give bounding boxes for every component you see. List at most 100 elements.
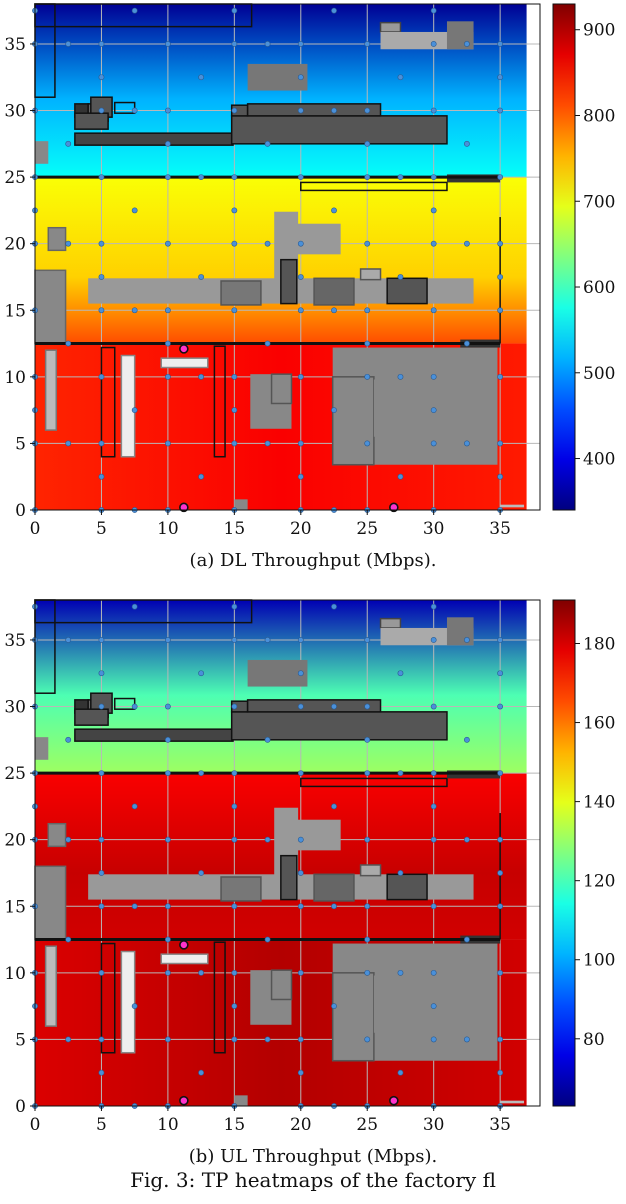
measurement-point: [497, 473, 504, 480]
measurement-point: [497, 1036, 504, 1043]
colorbar-tick-label: 160: [583, 714, 615, 734]
x-tick-label: 15: [224, 519, 246, 539]
measurement-point: [497, 1069, 504, 1076]
measurement-point: [297, 274, 304, 280]
measurement-point: [364, 969, 371, 976]
machine: [270, 373, 293, 405]
measurement-point: [497, 41, 504, 47]
colorbar: 80 100 120 140 160 180: [552, 599, 615, 1107]
measurement-point: [231, 969, 238, 976]
measurement-point: [430, 407, 437, 414]
measurement-point: [264, 637, 271, 643]
measurement-point: [297, 307, 304, 314]
colorbar-tick-label: 100: [583, 951, 615, 971]
machine: [373, 975, 428, 1033]
measurement-point: [231, 373, 238, 380]
x-tick-label: 20: [290, 1115, 312, 1135]
measurement-point: [198, 373, 205, 380]
plot-frame: [34, 599, 541, 1107]
measurement-point: [164, 637, 171, 643]
measurement-point: [98, 637, 105, 643]
base-station-marker: [179, 1095, 189, 1106]
colorbar-tick-label: 800: [583, 106, 615, 126]
measurement-point: [364, 440, 371, 447]
measurement-point: [364, 174, 371, 181]
measurement-point: [98, 41, 105, 47]
measurement-point: [497, 637, 504, 643]
measurement-point: [198, 473, 205, 480]
measurement-point: [397, 74, 404, 81]
y-tick-label: 15: [4, 897, 26, 917]
measurement-point: [297, 670, 304, 677]
machine: [294, 819, 341, 851]
y-tick-label: 0: [15, 1097, 26, 1117]
machine: [247, 659, 308, 687]
measurement-point: [65, 240, 72, 247]
plot-frame: [34, 3, 541, 511]
measurement-point: [198, 74, 205, 81]
measurement-point: [297, 1069, 304, 1076]
measurement-point: [65, 936, 72, 943]
x-tick-label: 15: [224, 1115, 246, 1135]
wall-outline: [100, 346, 116, 458]
measurement-point: [397, 473, 404, 480]
measurement-point: [331, 1003, 337, 1010]
measurement-point: [98, 670, 105, 677]
axes: 0 5 10 15 20 25 30 35 0 5 10 15 20 25 30 35: [4, 631, 511, 1135]
measurement-point: [98, 240, 105, 247]
unmeasured-strip: [526, 600, 540, 1106]
measurement-point: [430, 1003, 437, 1010]
y-tick-label: 10: [4, 964, 26, 984]
measurement-point: [98, 174, 105, 181]
measurement-point: [364, 107, 371, 114]
y-tick-label: 5: [15, 434, 26, 454]
measurement-point: [430, 373, 437, 380]
unmeasured-strip: [526, 4, 540, 510]
measurement-point: [98, 274, 105, 280]
measurement-point: [397, 770, 404, 777]
measurement-point: [198, 1069, 205, 1076]
machine: [234, 499, 248, 510]
measurement-point: [297, 870, 304, 876]
measurement-point: [98, 903, 105, 910]
measurement-point: [297, 174, 304, 181]
x-tick-label: 30: [423, 1115, 445, 1135]
y-tick-label: 15: [4, 301, 26, 321]
colorbar-tick-label: 900: [583, 21, 615, 41]
machine: [500, 504, 525, 508]
measurement-point: [497, 274, 504, 280]
measurement-point: [231, 637, 238, 643]
measurement-point: [297, 473, 304, 480]
measurement-point: [98, 440, 105, 447]
measurement-point: [231, 107, 238, 114]
measurement-point: [430, 603, 437, 610]
measurement-point: [297, 637, 304, 643]
x-tick-label: 0: [30, 519, 41, 539]
conveyor: [246, 103, 382, 117]
figure-caption: Fig. 3: TP heatmaps of the factory fl: [130, 1168, 496, 1192]
x-tick-label: 30: [423, 519, 445, 539]
x-tick-label: 35: [489, 1115, 511, 1135]
machine: [247, 63, 308, 91]
measurement-point: [297, 41, 304, 47]
measurement-point: [98, 836, 105, 843]
y-tick-label: 20: [4, 235, 26, 255]
measurement-point: [164, 174, 171, 181]
machine: [313, 277, 355, 306]
y-tick-label: 20: [4, 831, 26, 851]
measurement-point: [131, 207, 138, 214]
measurement-point: [364, 41, 371, 47]
measurement-point: [497, 670, 504, 677]
machine: [373, 379, 428, 437]
measurement-point: [164, 41, 171, 47]
machine: [220, 876, 262, 902]
measurement-point: [164, 936, 171, 943]
measurement-point: [397, 670, 404, 677]
conveyor: [246, 699, 382, 713]
machine: [35, 737, 49, 760]
measurement-point: [464, 637, 470, 643]
measurement-point: [464, 340, 470, 347]
measurement-point: [164, 307, 171, 314]
measurement-point: [264, 736, 271, 743]
measurement-point: [297, 240, 304, 247]
